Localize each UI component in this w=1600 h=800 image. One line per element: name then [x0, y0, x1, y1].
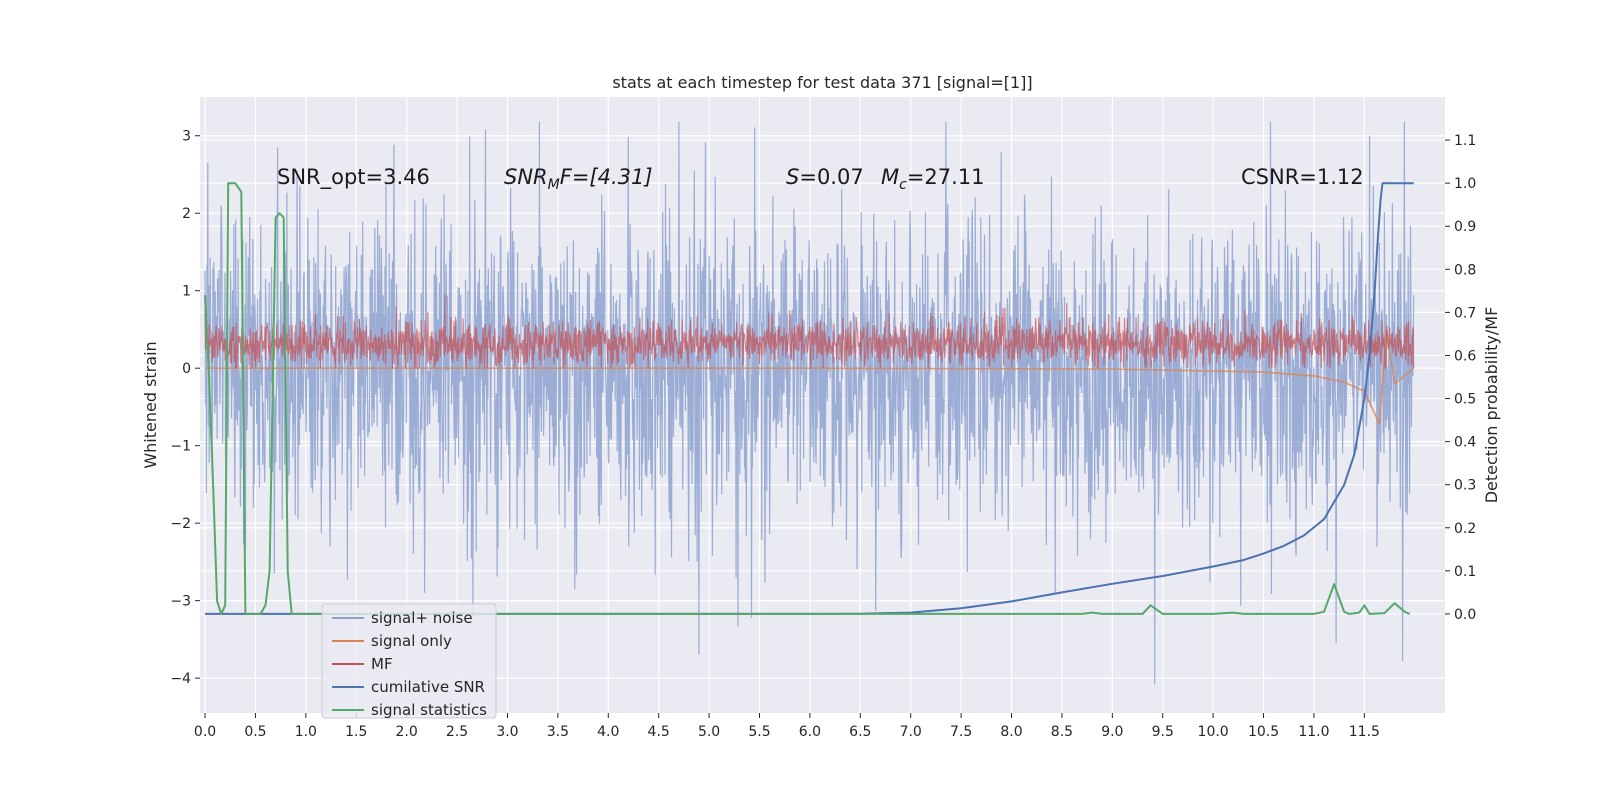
s-symbol: S: [786, 165, 799, 189]
x-tick-label: 10.5: [1248, 724, 1279, 740]
x-tick-label: 2.5: [446, 724, 468, 740]
y-right-tick-label: 0.1: [1454, 564, 1476, 580]
annotation-csnr: CSNR=1.12: [1241, 165, 1364, 189]
x-tick-label: 7.0: [900, 724, 922, 740]
x-axis: 0.0 0.5 1.0 1.5 2.0 2.5 3.0 3.5 4.0 4.5 5.0 5.5 6.0 6…: [194, 713, 1380, 740]
x-tick-label: 10.0: [1198, 724, 1229, 740]
mc-value: =27.11: [907, 165, 985, 189]
annotation-s: S=0.07: [786, 165, 864, 189]
snr-mf-symbol: SNR: [504, 165, 548, 189]
mc-subscript: c: [899, 177, 907, 193]
x-tick-label: 1.5: [345, 724, 367, 740]
y-right-tick-label: 0.9: [1454, 219, 1476, 235]
chart-title: stats at each timestep for test data 371…: [612, 73, 1032, 92]
s-value: =0.07: [799, 165, 863, 189]
legend-label: MF: [371, 655, 393, 673]
legend-box: [321, 603, 497, 719]
legend-label: signal only: [371, 632, 452, 650]
y-left-tick-label: −3: [170, 594, 191, 610]
y-left-tick-label: −1: [170, 439, 191, 455]
x-tick-label: 7.5: [950, 724, 972, 740]
x-tick-label: 5.5: [748, 724, 770, 740]
x-tick-label: 5.0: [698, 724, 720, 740]
x-tick-label: 1.0: [295, 724, 317, 740]
annotation-mc: Mc=27.11: [881, 165, 985, 193]
x-tick-label: 8.0: [1000, 724, 1022, 740]
y-left-tick-label: 3: [182, 129, 191, 145]
y-right-tick-label: 0.7: [1454, 305, 1476, 321]
y-left-tick-label: 1: [182, 284, 191, 300]
y-left-tick-label: −4: [170, 671, 191, 687]
y-left-tick-label: −2: [170, 516, 191, 532]
y-right-tick-label: 0.0: [1454, 607, 1476, 623]
x-tick-label: 0.0: [194, 724, 216, 740]
annotation-snr-mf: SNRMF=[4.31]: [504, 165, 653, 193]
x-tick-label: 0.5: [244, 724, 266, 740]
snr-mf-value: F=[4.31]: [560, 165, 653, 189]
y-right-tick-label: 0.2: [1454, 521, 1476, 537]
y-left-tick-label: 2: [182, 206, 191, 222]
y-right-tick-label: 0.5: [1454, 392, 1476, 408]
y-axis-label-right: Detection probability/MF: [1482, 307, 1501, 504]
series-mf: [204, 294, 1415, 369]
legend-label: cumilative SNR: [371, 678, 485, 696]
legend: signal+ noise signal only MF cumilative SNR…: [321, 603, 497, 719]
legend-label: signal statistics: [371, 701, 487, 719]
mc-symbol: M: [881, 165, 899, 189]
right-y-axis: 1.1 1.0 0.9 0.8 0.7 0.6 0.5 0.4 0.3 0.2 0.1 0.0: [1445, 133, 1476, 623]
x-tick-label: 6.0: [799, 724, 821, 740]
x-tick-label: 9.0: [1101, 724, 1123, 740]
y-right-tick-label: 0.4: [1454, 435, 1476, 451]
y-right-tick-label: 0.8: [1454, 262, 1476, 278]
y-right-tick-label: 0.3: [1454, 478, 1476, 494]
x-tick-label: 2.0: [396, 724, 418, 740]
annotation-snr-opt: SNR_opt=3.46: [277, 165, 430, 190]
series-layer: [204, 121, 1415, 685]
y-right-tick-label: 1.1: [1454, 133, 1476, 149]
left-y-axis: 3 2 1 0 −1 −2 −3 −4: [170, 129, 200, 687]
x-tick-label: 11.5: [1349, 724, 1380, 740]
x-tick-label: 11.0: [1298, 724, 1329, 740]
y-right-tick-label: 0.6: [1454, 348, 1476, 364]
x-tick-label: 8.5: [1051, 724, 1073, 740]
series-signal-noise: [204, 121, 1415, 685]
y-left-tick-label: 0: [182, 361, 191, 377]
series-signal-statistics: [204, 182, 1411, 615]
x-tick-label: 9.5: [1152, 724, 1174, 740]
x-tick-label: 4.5: [648, 724, 670, 740]
snr-mf-subscript: M: [548, 177, 560, 193]
x-tick-label: 4.0: [597, 724, 619, 740]
x-tick-label: 3.0: [496, 724, 518, 740]
x-tick-label: 6.5: [849, 724, 871, 740]
x-tick-label: 3.5: [547, 724, 569, 740]
legend-label: signal+ noise: [371, 609, 473, 627]
y-right-tick-label: 1.0: [1454, 176, 1476, 192]
y-axis-label-left: Whitened strain: [141, 341, 160, 468]
